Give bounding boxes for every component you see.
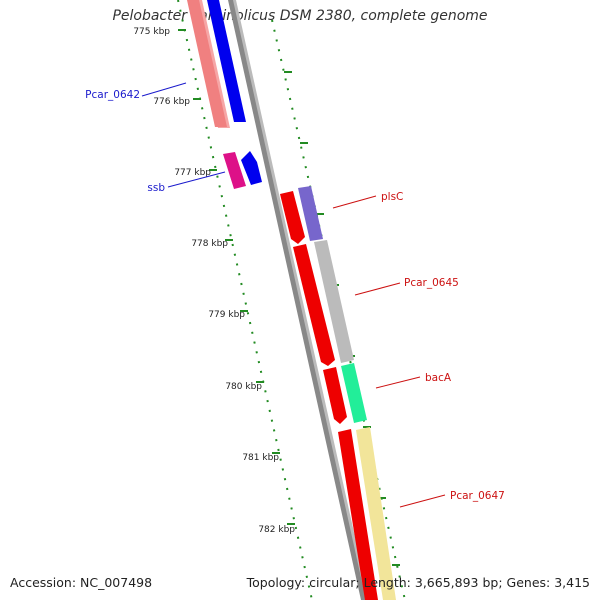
leader-line-ssb: [167, 171, 226, 188]
gene-label-pcar-0647[interactable]: Pcar_0647: [450, 490, 505, 502]
gene-feature-reverse-cds[interactable]: [323, 367, 347, 424]
gene-feature-forward-cds[interactable]: [241, 151, 262, 185]
gene-feature-pcar-0645[interactable]: [314, 240, 354, 363]
gene-feature-ssb[interactable]: [223, 152, 246, 189]
gene-label-pcar-0642[interactable]: Pcar_0642: [85, 89, 140, 101]
accession-text: Accession: NC_007498: [10, 575, 153, 590]
gene-feature-baca[interactable]: [341, 363, 367, 423]
tick-label: 775 kbp: [133, 27, 170, 37]
gene-label-baca[interactable]: bacA: [425, 372, 452, 384]
gene-feature-reverse-cds[interactable]: [293, 244, 335, 366]
genome-summary-text: Topology: circular; Length: 3,665,893 bp…: [246, 575, 590, 590]
gene-label-pcar-0645[interactable]: Pcar_0645: [404, 277, 459, 289]
gene-label-plsc[interactable]: plsC: [381, 191, 403, 203]
backbone: [228, 0, 366, 600]
leader-line-plsc: [332, 195, 377, 209]
gene-feature-plsc-red[interactable]: [280, 191, 305, 244]
tick-label: 779 kbp: [208, 310, 245, 320]
tick-label: 780 kbp: [225, 382, 262, 392]
gene-feature-plsc[interactable]: [298, 186, 323, 241]
leader-line-baca: [375, 376, 421, 389]
tick-label: 781 kbp: [242, 453, 279, 463]
gene-feature-pcar-0642[interactable]: [187, 0, 227, 127]
gene-feature-pcar-0647[interactable]: [356, 427, 396, 600]
tick-label: 776 kbp: [153, 97, 190, 107]
outer-tick-track: [177, 0, 313, 600]
leader-line-pcar-0647: [399, 494, 446, 508]
gene-label-ssb[interactable]: ssb: [147, 182, 165, 194]
gene-feature-forward-cds[interactable]: [207, 0, 246, 122]
tick-label: 777 kbp: [174, 168, 211, 178]
tick-label: 782 kbp: [258, 525, 295, 535]
tick-label: 778 kbp: [191, 239, 228, 249]
leader-line-pcar-0645: [354, 282, 401, 296]
leader-line-pcar-0642: [141, 82, 187, 97]
gene-feature-reverse-cds[interactable]: [338, 429, 378, 600]
leader-lines: [141, 82, 446, 508]
